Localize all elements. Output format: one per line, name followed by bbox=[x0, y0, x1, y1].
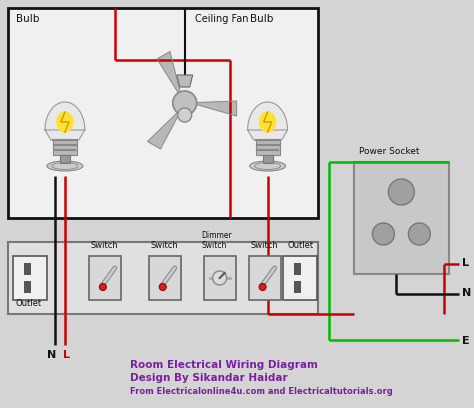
Bar bbox=[293, 281, 301, 293]
Bar bbox=[263, 155, 273, 163]
Polygon shape bbox=[247, 102, 288, 140]
Circle shape bbox=[178, 108, 191, 122]
Circle shape bbox=[159, 284, 166, 290]
Circle shape bbox=[373, 223, 394, 245]
Text: From Electricalonline4u.com and Electricaltutorials.org: From Electricalonline4u.com and Electric… bbox=[130, 387, 392, 396]
Text: Bulb: Bulb bbox=[250, 14, 273, 24]
Bar bbox=[249, 256, 281, 300]
Circle shape bbox=[388, 179, 414, 205]
Text: Bulb: Bulb bbox=[16, 14, 39, 24]
Text: Switch: Switch bbox=[151, 241, 179, 250]
Ellipse shape bbox=[250, 161, 285, 171]
Text: Switch: Switch bbox=[251, 241, 278, 250]
Text: Design By Sikandar Haidar: Design By Sikandar Haidar bbox=[130, 373, 287, 383]
Bar bbox=[89, 256, 121, 300]
Bar bbox=[204, 256, 236, 300]
Circle shape bbox=[100, 284, 106, 290]
Polygon shape bbox=[181, 101, 237, 116]
Ellipse shape bbox=[260, 112, 275, 132]
Text: N: N bbox=[462, 288, 472, 298]
Bar bbox=[24, 263, 31, 275]
Text: L: L bbox=[462, 258, 469, 268]
Bar bbox=[255, 140, 280, 155]
Bar bbox=[24, 281, 31, 293]
Circle shape bbox=[173, 91, 197, 115]
Bar bbox=[60, 155, 70, 163]
Polygon shape bbox=[157, 51, 187, 106]
Polygon shape bbox=[177, 75, 193, 87]
Text: Dimmer
Switch: Dimmer Switch bbox=[202, 231, 232, 250]
Ellipse shape bbox=[47, 161, 83, 171]
Text: Outlet: Outlet bbox=[16, 299, 42, 308]
Text: Outlet: Outlet bbox=[288, 241, 314, 250]
Bar bbox=[53, 140, 77, 155]
Text: E: E bbox=[462, 336, 470, 346]
Circle shape bbox=[409, 223, 430, 245]
Text: N: N bbox=[47, 350, 56, 360]
Bar bbox=[149, 256, 181, 300]
Polygon shape bbox=[45, 102, 85, 140]
Circle shape bbox=[213, 271, 227, 285]
Ellipse shape bbox=[57, 112, 73, 132]
Text: Ceiling Fan: Ceiling Fan bbox=[195, 14, 248, 24]
Circle shape bbox=[259, 284, 266, 290]
Bar bbox=[293, 263, 301, 275]
Text: Room Electrical Wiring Diagram: Room Electrical Wiring Diagram bbox=[130, 360, 318, 370]
Bar bbox=[355, 162, 449, 274]
Bar bbox=[8, 242, 318, 314]
Text: L: L bbox=[63, 350, 70, 360]
Bar bbox=[8, 8, 318, 218]
Text: Power Socket: Power Socket bbox=[359, 147, 420, 156]
Bar bbox=[13, 256, 47, 300]
Bar bbox=[283, 256, 317, 300]
Text: Switch: Switch bbox=[91, 241, 118, 250]
Polygon shape bbox=[147, 100, 187, 149]
